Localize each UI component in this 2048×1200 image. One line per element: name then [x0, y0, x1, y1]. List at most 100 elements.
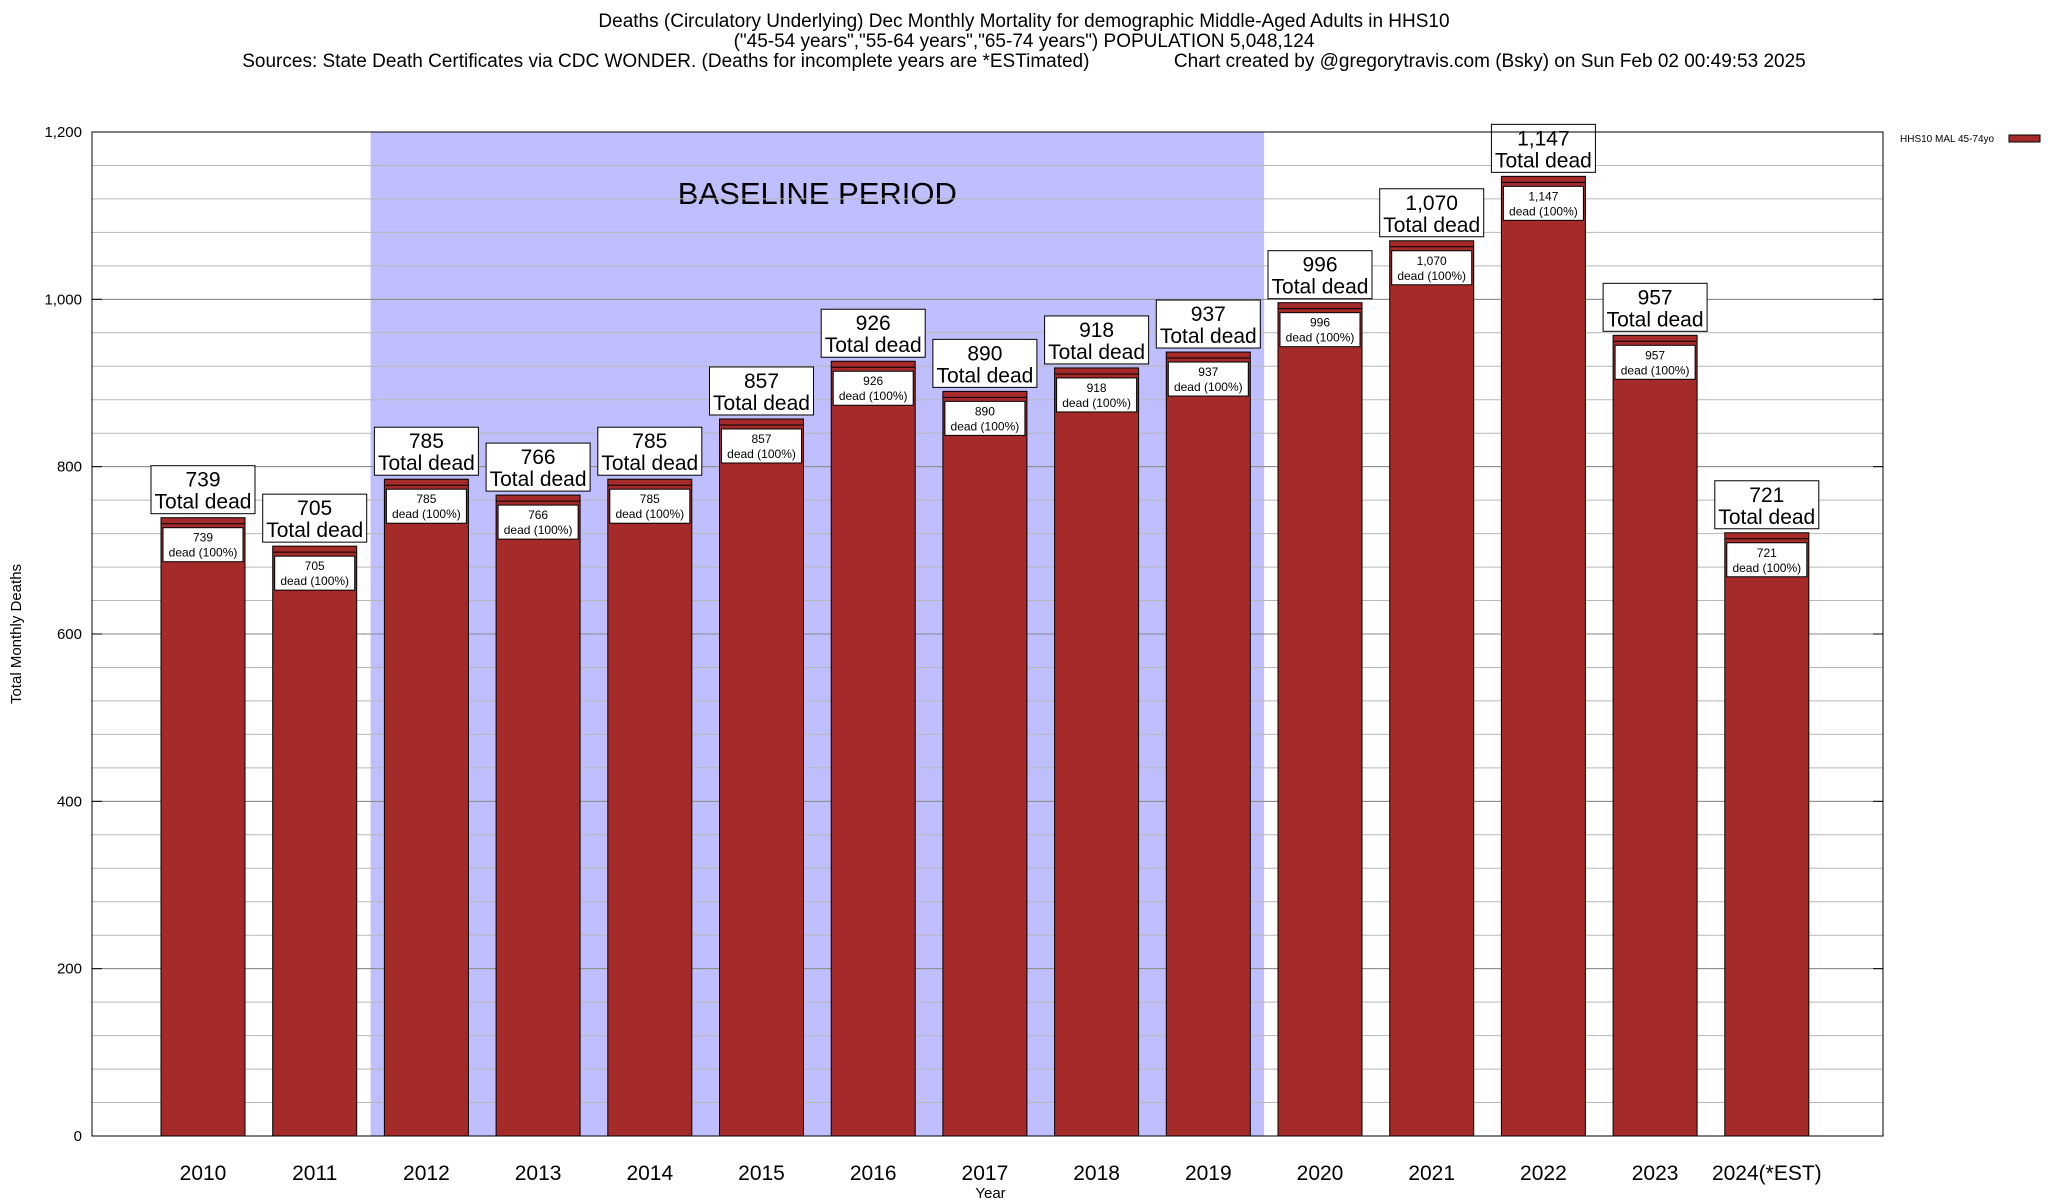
x-tick-label: 2014 — [626, 1162, 673, 1185]
inner-label-value: 937 — [1198, 365, 1218, 379]
y-tick-label: 1,200 — [44, 124, 82, 141]
inner-label-box — [1391, 250, 1473, 286]
x-tick-label: 2022 — [1520, 1162, 1567, 1185]
inner-label-box — [1056, 377, 1138, 413]
inner-label-text: dead (100%) — [1062, 396, 1131, 410]
inner-label-box — [497, 504, 579, 540]
x-tick-label: 2020 — [1297, 1162, 1344, 1185]
top-label-text: Total dead — [936, 364, 1033, 387]
inner-label-value: 785 — [640, 492, 660, 506]
inner-label-value: 705 — [305, 559, 325, 573]
top-label-text: Total dead — [490, 468, 587, 491]
inner-label-value: 766 — [528, 508, 548, 522]
inner-label-text: dead (100%) — [169, 546, 238, 560]
top-label-text: Total dead — [1607, 308, 1704, 331]
inner-label-value: 739 — [193, 531, 213, 545]
legend-swatch — [2008, 134, 2041, 143]
top-label-box — [820, 308, 926, 358]
inner-label-value: 857 — [751, 432, 771, 446]
bar — [495, 494, 581, 1137]
title-line-3: Sources: State Death Certificates via CD… — [242, 51, 1806, 72]
top-label-box — [1379, 188, 1485, 238]
inner-label-box — [944, 400, 1026, 436]
x-tick-label: 2016 — [850, 1162, 897, 1185]
x-tick-label: 2021 — [1408, 1162, 1455, 1185]
top-label-box — [1267, 250, 1373, 300]
bar — [383, 478, 469, 1137]
inner-label-box — [162, 527, 244, 563]
bar — [1724, 532, 1810, 1137]
x-tick-label: 2013 — [515, 1162, 562, 1185]
inner-label-value: 918 — [1087, 381, 1107, 395]
inner-label-value: 1,147 — [1528, 189, 1558, 203]
plot-border — [91, 131, 1884, 1137]
title-line-2: ("45-54 years","55-64 years","65-74 year… — [733, 31, 1315, 52]
top-label-box — [709, 366, 814, 416]
inner-label-box — [721, 428, 802, 464]
top-label-text: Total dead — [155, 491, 252, 514]
inner-label-box — [1167, 361, 1249, 397]
top-label-text: Total dead — [601, 452, 698, 475]
inner-label-box — [1502, 185, 1584, 221]
baseline-period-label: BASELINE PERIOD — [678, 176, 957, 211]
top-label-box — [932, 338, 1038, 388]
bar — [942, 390, 1028, 1137]
inner-label-box — [385, 488, 467, 524]
top-label-box — [373, 426, 479, 476]
inner-label-value: 926 — [863, 374, 883, 388]
bar — [1165, 351, 1251, 1137]
top-label-value: 785 — [409, 430, 444, 453]
x-tick-label: 2010 — [180, 1162, 227, 1185]
y-tick-label: 800 — [57, 459, 82, 476]
bar — [830, 360, 916, 1137]
bar — [607, 478, 693, 1137]
x-tick-label: 2017 — [962, 1162, 1009, 1185]
y-tick-label: 0 — [74, 1128, 82, 1145]
inner-label-text: dead (100%) — [839, 389, 908, 403]
inner-label-text: dead (100%) — [727, 447, 796, 461]
inner-label-text: dead (100%) — [1174, 380, 1243, 394]
bar — [1054, 367, 1140, 1137]
top-label-box — [150, 465, 256, 515]
inner-label-box — [274, 555, 356, 591]
top-label-value: 785 — [632, 430, 667, 453]
y-tick-label: 200 — [57, 961, 82, 978]
top-label-text: Total dead — [713, 392, 810, 415]
inner-label-text: dead (100%) — [615, 507, 684, 521]
top-label-text: Total dead — [378, 452, 475, 475]
top-label-value: 721 — [1749, 484, 1784, 507]
x-tick-label: 2024(*EST) — [1712, 1162, 1822, 1185]
x-tick-label: 2018 — [1073, 1162, 1120, 1185]
inner-label-text: dead (100%) — [1397, 269, 1466, 283]
top-label-box — [262, 493, 368, 543]
x-tick-label: 2012 — [403, 1162, 450, 1185]
inner-label-text: dead (100%) — [280, 574, 349, 588]
y-tick-label: 1,000 — [44, 291, 82, 308]
bar — [272, 545, 358, 1137]
inner-label-text: dead (100%) — [1509, 204, 1578, 218]
inner-label-value: 996 — [1310, 316, 1330, 330]
bar — [719, 418, 804, 1137]
bar — [1612, 334, 1698, 1137]
legend-label: HHS10 MAL 45-74yo — [1900, 134, 1995, 145]
top-label-text: Total dead — [266, 519, 363, 542]
top-label-text: Total dead — [1495, 149, 1592, 172]
x-tick-label: 2019 — [1185, 1162, 1232, 1185]
x-tick-label: 2023 — [1632, 1162, 1679, 1185]
top-label-text: Total dead — [1272, 276, 1369, 299]
top-label-value: 1,070 — [1405, 192, 1458, 215]
inner-label-box — [1726, 542, 1808, 578]
top-label-value: 957 — [1638, 286, 1673, 309]
inner-label-box — [1279, 312, 1361, 348]
x-tick-label: 2011 — [292, 1162, 337, 1185]
top-label-text: Total dead — [1718, 506, 1815, 529]
top-label-value: 857 — [744, 370, 779, 393]
top-label-value: 890 — [967, 342, 1002, 365]
inner-label-box — [832, 370, 914, 406]
inner-label-value: 1,070 — [1417, 254, 1447, 268]
inner-label-text: dead (100%) — [392, 507, 461, 521]
bar — [1500, 175, 1586, 1137]
bar — [1277, 302, 1363, 1137]
y-axis-label: Total Monthly Deaths — [8, 564, 25, 704]
